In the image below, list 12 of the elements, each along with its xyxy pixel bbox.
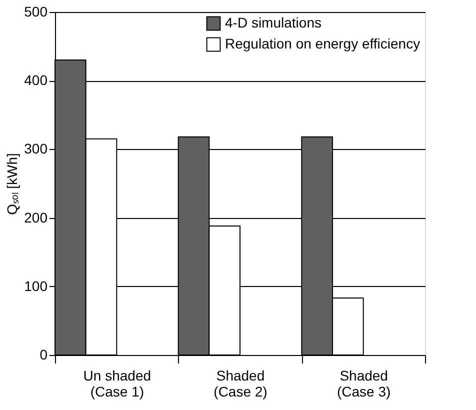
legend-label: 4-D simulations — [225, 14, 322, 30]
legend-label: Regulation on energy efficiency — [225, 36, 420, 52]
y-tick-label: 400 — [24, 72, 48, 88]
x-tick-label: Shaded (Case 2) — [214, 368, 268, 400]
y-tick-label: 500 — [24, 4, 48, 20]
y-tick-label: 0 — [40, 346, 48, 362]
x-tick-label: Shaded (Case 3) — [336, 368, 391, 400]
x-tick-label: Un shaded (Case 1) — [83, 368, 152, 400]
y-tick-label: 300 — [24, 140, 48, 157]
y-tick-label: 200 — [24, 209, 48, 226]
y-axis-title: Qₛₒₗ [kWh] — [4, 153, 20, 215]
y-tick-label: 100 — [24, 278, 48, 294]
